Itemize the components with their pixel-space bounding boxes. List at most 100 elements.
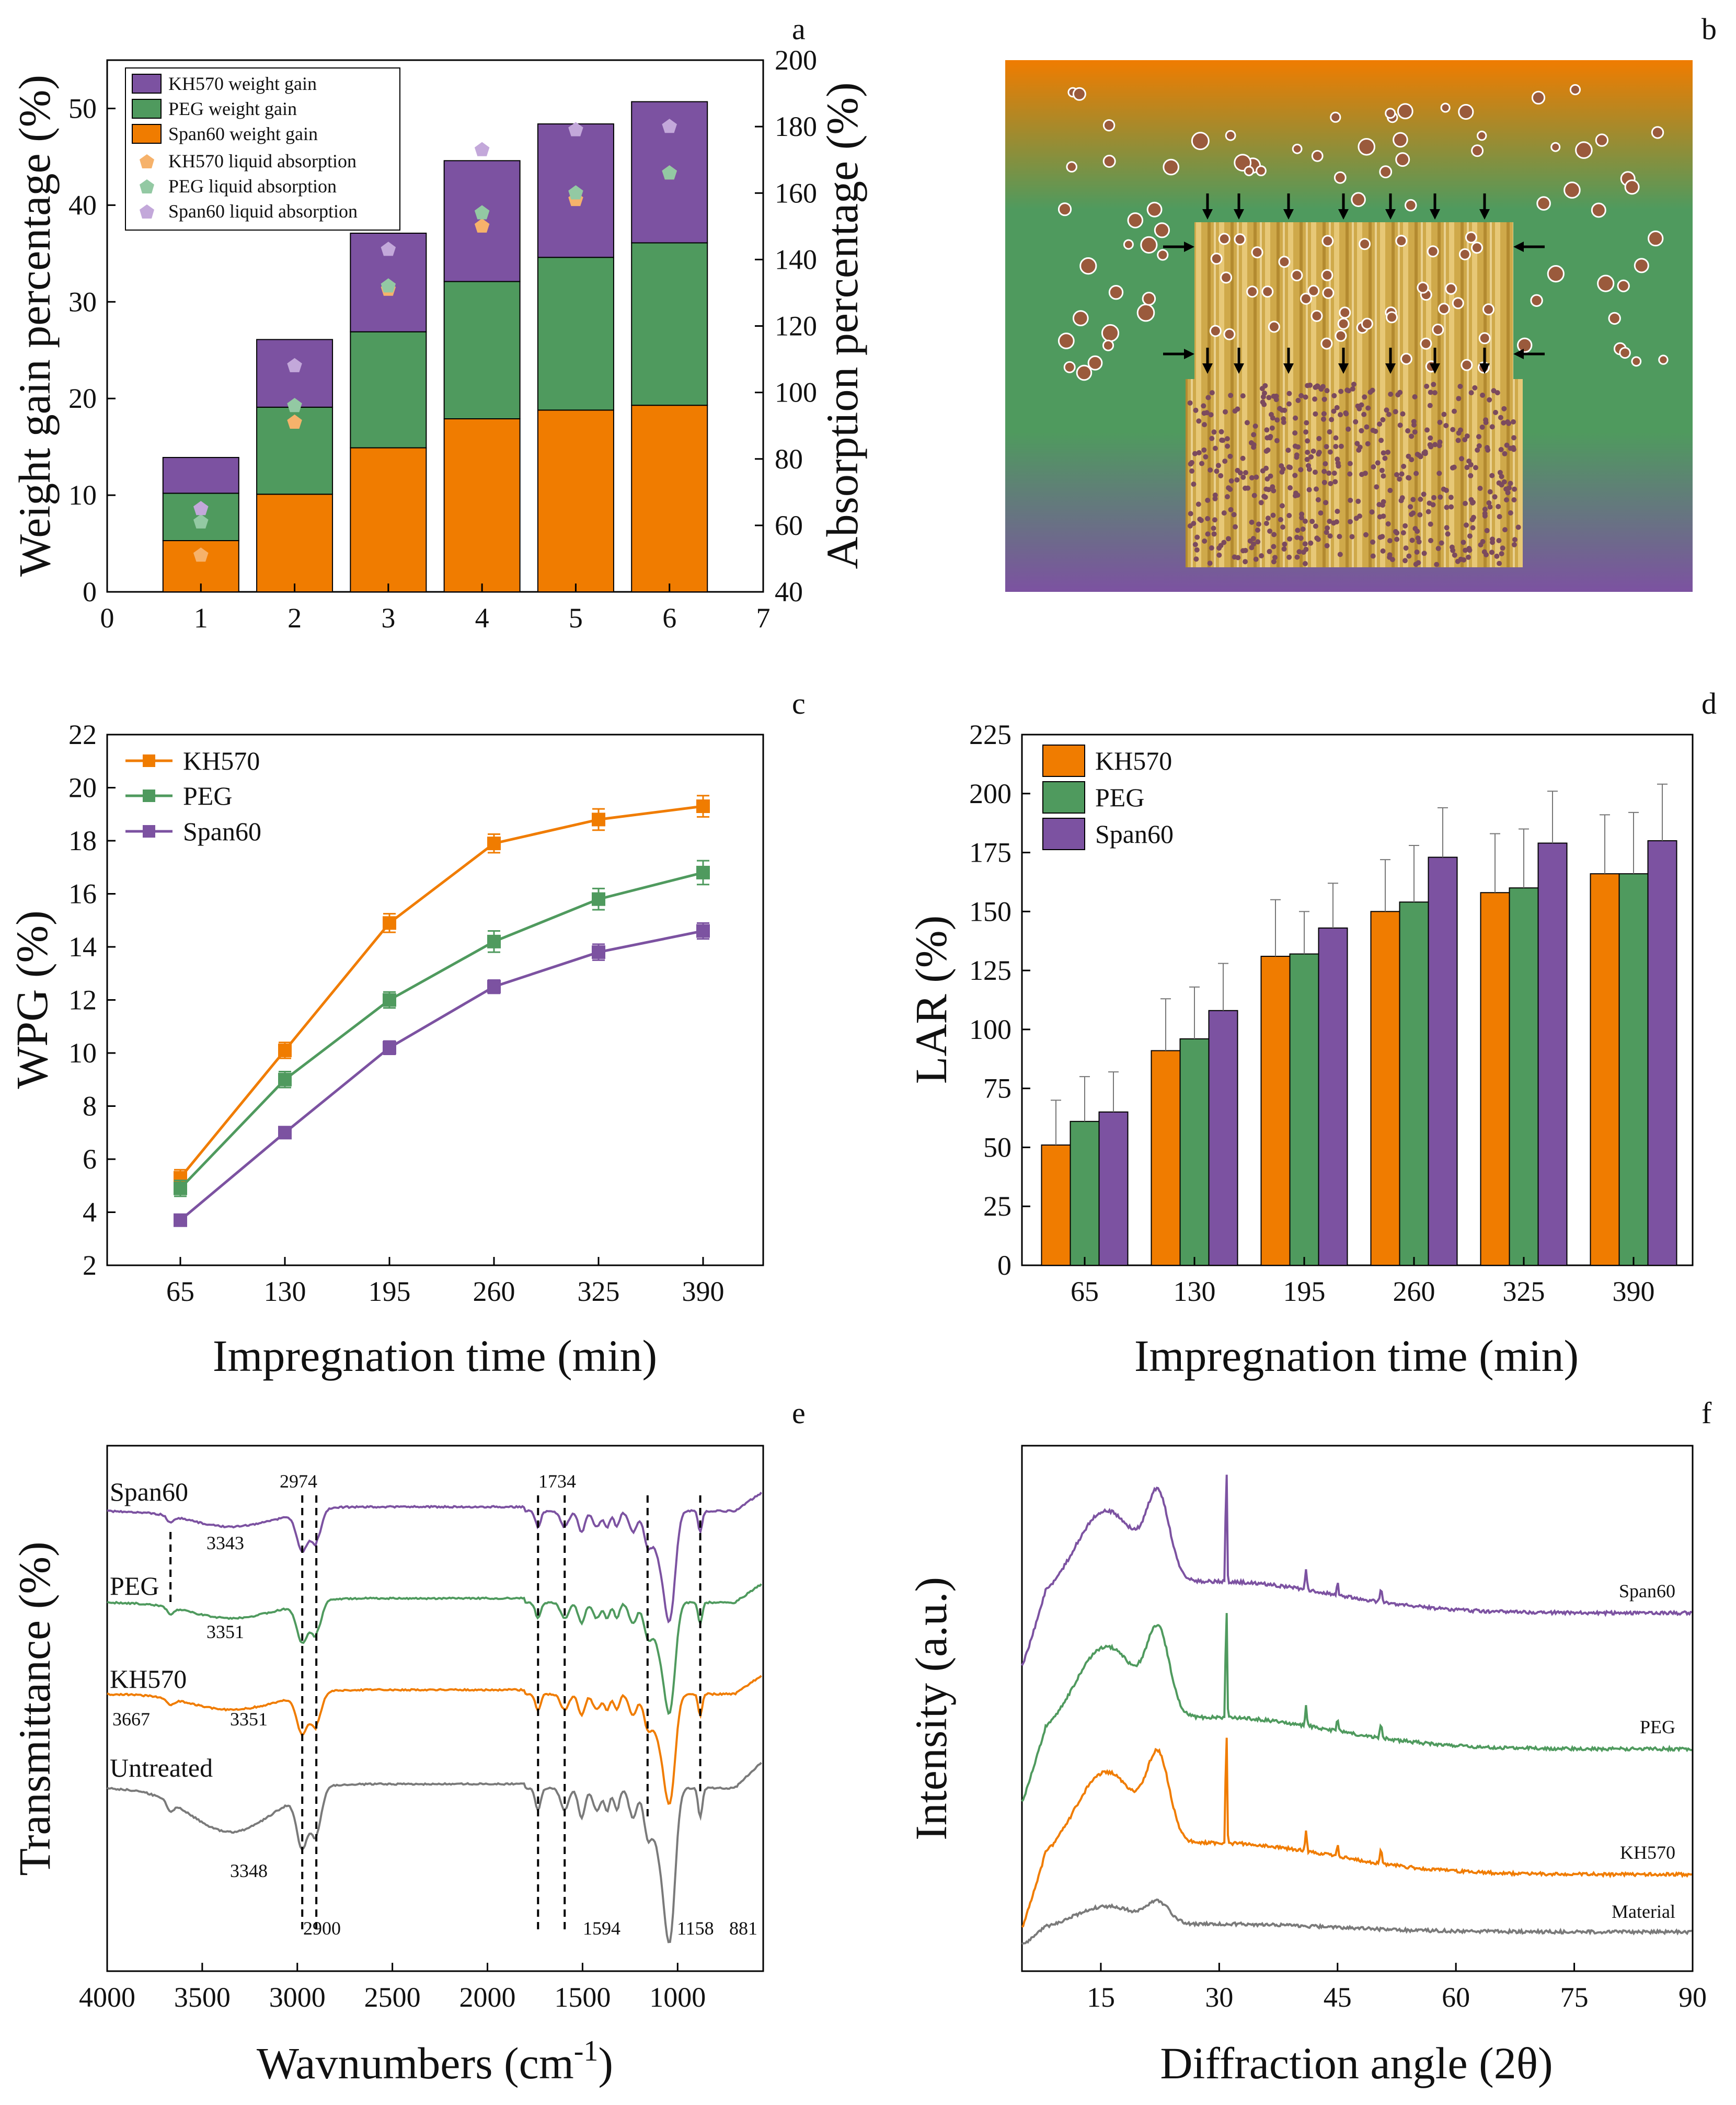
impregnated-particle	[1327, 533, 1333, 539]
impregnated-particle	[1282, 541, 1287, 547]
impregnated-particle	[1347, 471, 1353, 477]
molecule	[1256, 165, 1267, 177]
impregnated-particle	[1416, 539, 1422, 545]
molecule	[1531, 90, 1546, 105]
impregnated-particle	[1338, 388, 1344, 394]
legend-d-peg: PEG	[1095, 783, 1144, 812]
panel-c-ylabel: WPG (%)	[7, 910, 57, 1089]
panel-a-label: a	[792, 12, 806, 46]
spectrum-label: Span60	[110, 1477, 188, 1506]
impregnated-particle	[1209, 436, 1215, 441]
molecule	[1517, 337, 1533, 353]
impregnated-particle	[1228, 478, 1234, 484]
impregnated-particle	[1331, 408, 1337, 414]
impregnated-particle	[1271, 544, 1277, 550]
stacked-bar-segment	[256, 339, 334, 408]
impregnated-particle	[1485, 447, 1491, 453]
molecule	[1321, 235, 1334, 247]
impregnated-particle	[1502, 527, 1508, 533]
impregnated-particle	[1377, 421, 1383, 427]
impregnated-particle	[1511, 435, 1516, 441]
impregnated-particle	[1286, 554, 1292, 560]
molecule	[1385, 108, 1396, 119]
impregnated-particle	[1197, 517, 1203, 522]
molecule	[1471, 242, 1483, 254]
arrow-head	[1385, 209, 1396, 220]
impregnated-particle	[1327, 519, 1332, 524]
impregnated-particle	[1362, 394, 1367, 400]
lar-bar	[1590, 873, 1620, 1266]
impregnated-particle	[1502, 451, 1508, 456]
peak-annotation: 3351	[206, 1621, 244, 1642]
y-tick-label: 25	[983, 1191, 1011, 1222]
impregnated-particle	[1335, 456, 1340, 462]
impregnated-particle	[1237, 470, 1243, 476]
impregnated-particle	[1487, 504, 1493, 510]
molecule	[1461, 359, 1473, 371]
x-tick-label: 30	[1205, 1982, 1233, 2013]
impregnated-particle	[1294, 534, 1300, 540]
legend-peg-weight: PEG weight gain	[168, 98, 297, 119]
impregnated-particle	[1451, 464, 1457, 470]
impregnated-particle	[1212, 445, 1218, 451]
impregnated-particle	[1300, 527, 1306, 532]
molecule	[1102, 119, 1116, 132]
molecule	[1244, 166, 1255, 176]
impregnated-particle	[1208, 467, 1213, 473]
impregnated-particle	[1255, 539, 1261, 545]
molecule	[1569, 84, 1581, 96]
molecule	[1651, 126, 1664, 139]
legend-kh570-weight: KH570 weight gain	[168, 73, 317, 94]
impregnated-particle	[1387, 552, 1393, 558]
molecule	[1261, 285, 1274, 298]
stacked-bar-segment	[162, 456, 239, 494]
impregnated-particle	[1310, 448, 1316, 454]
stacked-bar-segment	[537, 257, 614, 411]
impregnated-particle	[1251, 541, 1256, 547]
molecule	[1563, 181, 1581, 199]
impregnated-particle	[1489, 424, 1495, 430]
impregnated-particle	[1226, 536, 1231, 542]
impregnated-particle	[1489, 473, 1495, 478]
impregnated-particle	[1265, 516, 1271, 521]
y-tick-label: 50	[68, 93, 97, 124]
impregnated-particle	[1464, 522, 1469, 528]
impregnated-particle	[1448, 495, 1454, 500]
legend-c-span60: Span60	[183, 817, 261, 846]
impregnated-particle	[1292, 443, 1298, 449]
impregnated-particle	[1403, 545, 1409, 551]
impregnated-particle	[1272, 555, 1278, 560]
molecule	[1321, 269, 1333, 281]
molecule	[1223, 328, 1236, 340]
impregnated-particle	[1506, 420, 1512, 426]
absorption-point	[287, 414, 302, 429]
molecule	[1154, 222, 1170, 238]
x-tick-label: 7	[756, 602, 771, 634]
impregnated-particle	[1445, 531, 1451, 537]
molecule	[1234, 233, 1246, 246]
impregnated-particle	[1220, 438, 1226, 443]
impregnated-particle	[1498, 415, 1503, 420]
impregnated-particle	[1428, 390, 1433, 395]
impregnated-particle	[1324, 444, 1329, 450]
impregnated-particle	[1436, 471, 1442, 476]
impregnated-particle	[1413, 471, 1419, 476]
y2-tick-label: 60	[775, 510, 803, 541]
impregnated-particle	[1387, 538, 1393, 544]
legend-swatch-kh570-weight	[132, 74, 162, 94]
xrd-pattern	[1021, 1613, 1692, 1802]
impregnated-particle	[1464, 465, 1470, 470]
impregnated-particle	[1312, 396, 1318, 402]
impregnated-particle	[1511, 447, 1516, 452]
molecule	[1351, 192, 1366, 208]
arrow-head	[1513, 349, 1524, 359]
molecule	[1608, 312, 1621, 325]
molecule	[1142, 292, 1156, 306]
impregnated-particle	[1304, 456, 1310, 462]
impregnated-particle	[1444, 525, 1450, 531]
impregnated-particle	[1353, 516, 1359, 521]
panel-f-xlabel: Diffraction angle (2θ)	[1160, 2038, 1553, 2088]
stacked-bar-segment	[443, 418, 521, 593]
x-tick-label: 4000	[79, 1982, 135, 2013]
impregnated-particle	[1381, 473, 1386, 479]
